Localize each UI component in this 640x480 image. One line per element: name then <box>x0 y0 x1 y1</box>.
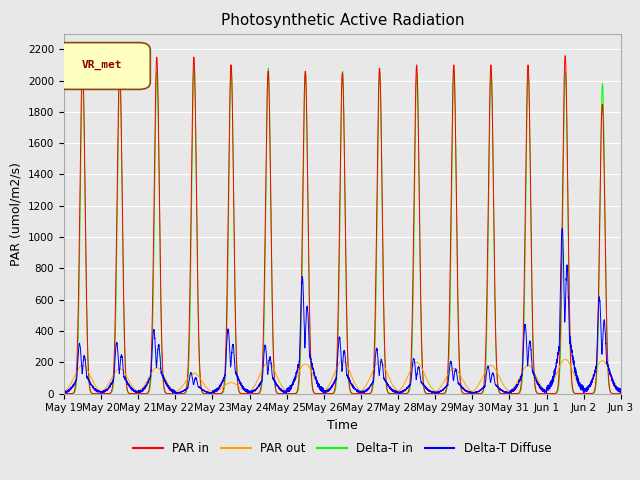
Delta-T in <box>160 386 168 392</box>
Y-axis label: PAR (umol/m2/s): PAR (umol/m2/s) <box>10 162 22 265</box>
PAR in <box>322 391 330 396</box>
PAR out <box>616 388 624 394</box>
Text: VR_met: VR_met <box>82 60 122 71</box>
Delta-T in <box>617 391 625 396</box>
PAR in <box>616 391 624 396</box>
Delta-T Diffuse <box>467 390 475 396</box>
PAR out <box>617 388 625 394</box>
Title: Photosynthetic Active Radiation: Photosynthetic Active Radiation <box>221 13 464 28</box>
Delta-T Diffuse <box>616 389 624 395</box>
Delta-T in <box>580 391 588 396</box>
Delta-T Diffuse <box>436 389 444 395</box>
Delta-T in <box>60 391 68 396</box>
Delta-T Diffuse <box>617 388 625 394</box>
PAR in <box>436 391 444 396</box>
PAR out <box>561 356 569 362</box>
PAR in <box>160 384 168 390</box>
FancyBboxPatch shape <box>56 43 150 89</box>
PAR out <box>467 388 475 394</box>
PAR in <box>580 391 588 396</box>
PAR out <box>209 390 216 396</box>
X-axis label: Time: Time <box>327 419 358 432</box>
PAR out <box>160 373 168 379</box>
Line: Delta-T in: Delta-T in <box>64 65 621 394</box>
Delta-T Diffuse <box>60 390 68 396</box>
PAR in <box>561 53 569 59</box>
Delta-T Diffuse <box>173 390 180 396</box>
PAR out <box>436 384 444 390</box>
Delta-T Diffuse <box>160 377 168 383</box>
Delta-T in <box>467 391 475 396</box>
Delta-T in <box>499 391 507 396</box>
Line: PAR out: PAR out <box>64 359 621 393</box>
Delta-T in <box>322 391 330 396</box>
Delta-T in <box>616 391 624 396</box>
Delta-T Diffuse <box>322 389 330 395</box>
PAR out <box>499 381 507 387</box>
Delta-T Diffuse <box>559 226 566 231</box>
PAR out <box>60 389 68 395</box>
PAR in <box>617 391 625 396</box>
Delta-T in <box>190 62 198 68</box>
PAR in <box>60 391 68 396</box>
Delta-T Diffuse <box>499 388 507 394</box>
PAR out <box>322 387 330 393</box>
Legend: PAR in, PAR out, Delta-T in, Delta-T Diffuse: PAR in, PAR out, Delta-T in, Delta-T Dif… <box>129 437 556 460</box>
PAR in <box>499 391 506 396</box>
Line: PAR in: PAR in <box>64 56 621 394</box>
Line: Delta-T Diffuse: Delta-T Diffuse <box>64 228 621 393</box>
Delta-T in <box>436 391 444 396</box>
PAR in <box>467 391 475 396</box>
